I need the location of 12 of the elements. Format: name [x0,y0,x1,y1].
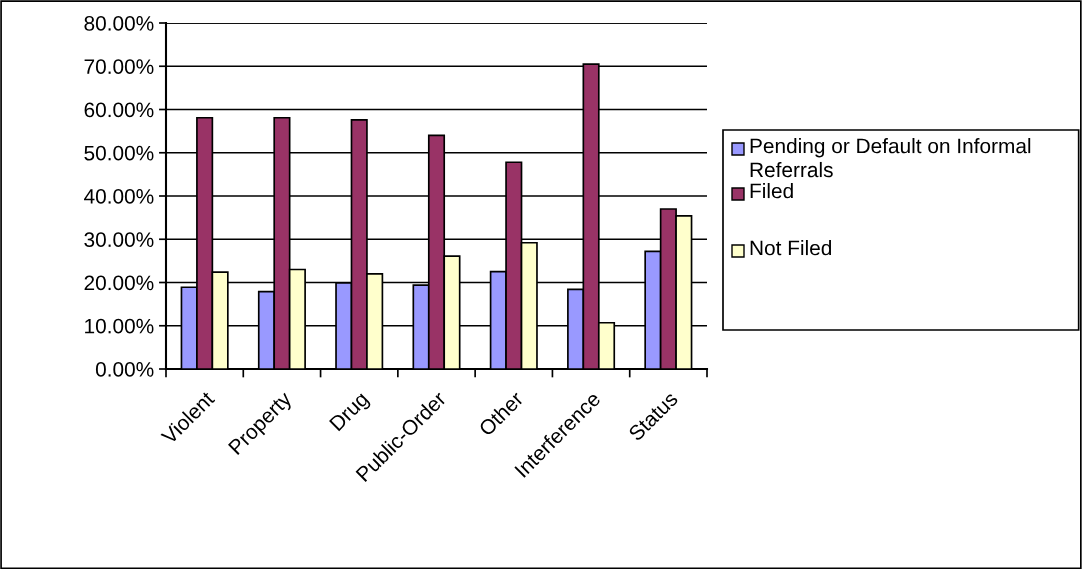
y-tick-label: 20.00% [84,275,154,291]
y-tick-label: 40.00% [84,189,154,204]
y-tick-label: 0.00% [95,362,154,377]
legend-label: Filed [750,183,793,199]
y-tick-label: 60.00% [84,102,154,118]
y-tick-label: 10.00% [85,318,154,334]
legend-label: Not Filed [750,240,832,256]
y-tick-label: 30.00% [84,232,154,247]
legend-label: Pending or Default on Informal Referrals [750,138,1031,178]
y-tick-label: 50.00% [84,145,154,161]
y-tick-label: 70.00% [84,59,154,74]
y-tick-label: 80.00% [84,16,154,31]
